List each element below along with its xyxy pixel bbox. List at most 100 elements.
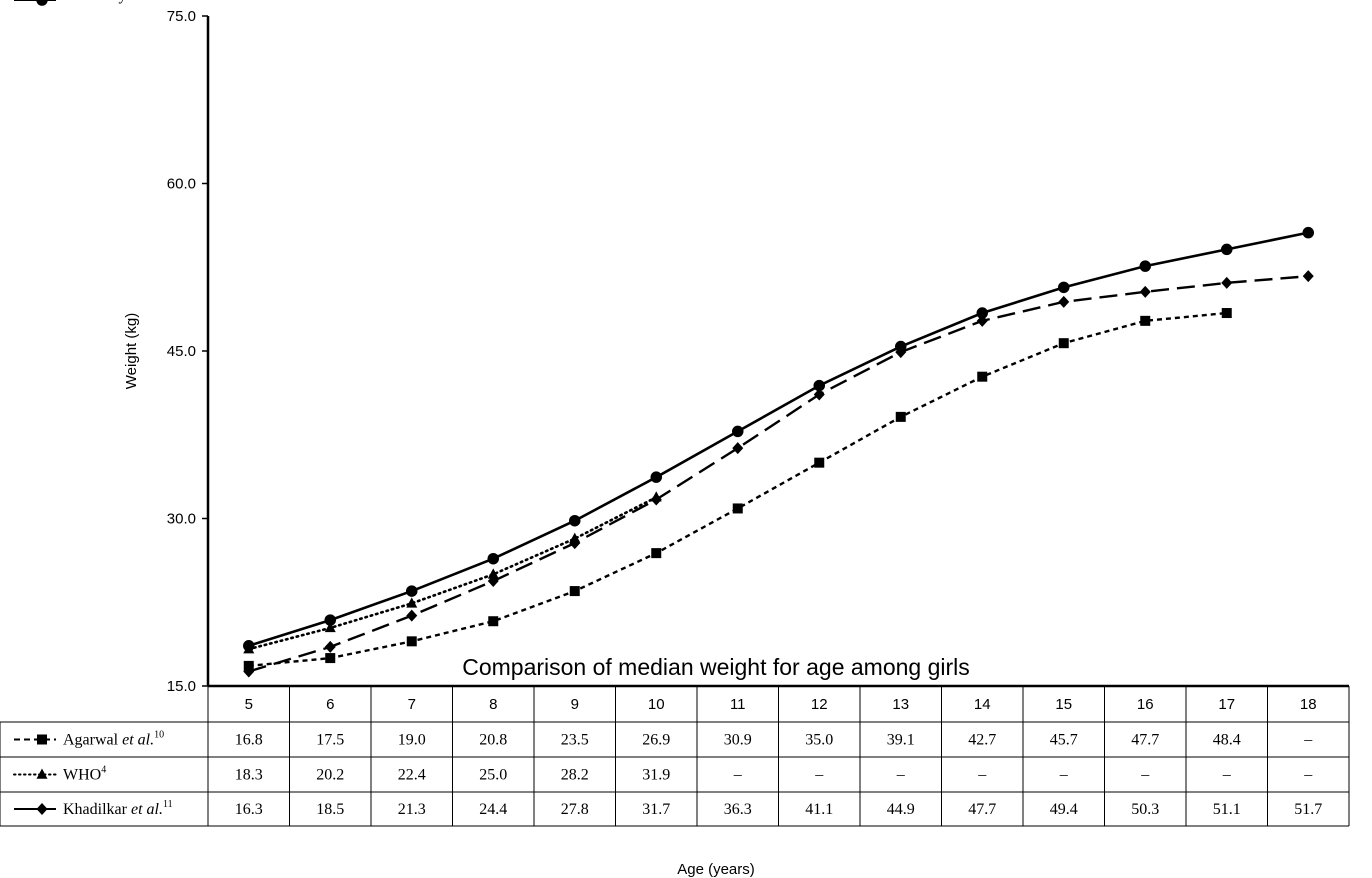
table-cell: 51.1 (1213, 801, 1241, 818)
table-cell: – (733, 767, 743, 784)
table-cell: 37.8 (724, 0, 752, 4)
table-cell: 47.7 (968, 801, 996, 818)
x-tick-label: 8 (489, 696, 497, 713)
x-tick-label: 13 (892, 696, 909, 713)
series-line (248, 274, 1309, 673)
table-cell: 48.4 (968, 0, 996, 4)
table-cell: – (977, 767, 987, 784)
data-point (406, 609, 418, 622)
legend-marker (36, 0, 48, 6)
data-point (651, 548, 662, 559)
legend-marker (36, 768, 48, 779)
table-cell: 18.6 (235, 0, 263, 4)
data-point (488, 616, 499, 627)
data-point (406, 585, 418, 597)
table-cell: 42.7 (968, 732, 996, 749)
table-cell: 50.3 (1131, 801, 1159, 818)
legend-swatch (14, 734, 56, 745)
data-point (1139, 285, 1151, 298)
data-point (1221, 276, 1233, 289)
table-cell: – (1303, 732, 1313, 749)
y-axis-label: Weight (kg) (123, 313, 140, 389)
data-point (324, 621, 336, 633)
table-cell: 26.4 (479, 0, 507, 4)
table-cell: – (1222, 767, 1232, 784)
data-point (569, 514, 581, 527)
table-cell: 35.0 (805, 732, 833, 749)
y-tick-label: 45.0 (167, 343, 196, 360)
table-cell: 18.3 (235, 767, 263, 784)
series-khadilkar (243, 270, 1314, 678)
table-cell: 20.2 (316, 767, 344, 784)
y-tick-label: 30.0 (167, 511, 196, 528)
table-cell: 28.2 (561, 767, 589, 784)
series-our-study (243, 226, 1314, 652)
data-point (732, 503, 743, 514)
data-point (895, 340, 907, 353)
legend-marker (36, 803, 48, 815)
table-cell: 36.3 (724, 801, 752, 818)
table-row: Agarwal et al.10 16.8 17.5 19.0 20.8 23.5 26.9… (14, 730, 1313, 749)
data-point (487, 575, 499, 588)
x-tick-label: 11 (730, 696, 746, 713)
data-point (813, 379, 825, 392)
data-point (650, 471, 662, 483)
table-cell: 41.1 (805, 801, 833, 818)
data-point (895, 411, 906, 422)
data-point (324, 640, 336, 653)
x-tick-label: 15 (1055, 696, 1072, 713)
y-tick-label: 60.0 (167, 176, 196, 193)
data-point (1139, 260, 1151, 272)
table-cell: 45.7 (1050, 732, 1078, 749)
data-point (1221, 308, 1232, 319)
table-cell: 51.7 (1294, 801, 1322, 818)
data-point (977, 371, 988, 382)
table-cell: 21.3 (398, 801, 426, 818)
data-point (1302, 226, 1314, 239)
table-cell: 18.5 (316, 801, 344, 818)
x-tick-label: 9 (571, 696, 579, 713)
legend-marker (37, 734, 47, 745)
data-point (814, 457, 825, 468)
table-cell: 23.5 (398, 0, 426, 4)
data-point (487, 568, 499, 579)
x-axis-label: Age (years) (677, 861, 755, 878)
x-tick-label: 5 (245, 696, 253, 713)
table-cell: 54.1 (1213, 0, 1241, 4)
legend-label: WHO4 (63, 765, 106, 784)
data-point (1221, 243, 1233, 256)
table-cell: 20.8 (479, 732, 507, 749)
series-line (248, 231, 1309, 648)
table-cell: 16.3 (235, 801, 263, 818)
x-tick-label: 6 (326, 696, 334, 713)
table-cell: 41.9 (805, 0, 833, 4)
data-point (732, 442, 744, 455)
table-cell: – (896, 767, 906, 784)
data-point (487, 552, 499, 565)
legend-swatch (14, 0, 56, 6)
data-point (1140, 315, 1151, 326)
table-cell: 50.7 (1050, 0, 1078, 4)
data-point (406, 597, 418, 608)
data-point (976, 307, 988, 319)
table-cell: 20.9 (316, 0, 344, 4)
table-cell: 24.4 (479, 801, 507, 818)
chart-title: Comparison of median weight for age amon… (462, 654, 970, 680)
series-line (247, 495, 658, 651)
legend-label: Our study (63, 0, 127, 4)
legend-swatch (14, 803, 56, 815)
table-cell: 49.4 (1050, 801, 1078, 818)
table-cell: 25.0 (479, 767, 507, 784)
table-row: Khadilkar et al.11 16.3 18.5 21.3 24.4 27.8 31… (14, 799, 1322, 818)
table-cell: 19.0 (398, 732, 426, 749)
table-cell: – (1059, 767, 1069, 784)
series-agarwal (243, 308, 1232, 671)
x-tick-label: 16 (1137, 696, 1154, 713)
data-point (325, 653, 336, 664)
data-point (1058, 295, 1070, 308)
data-table: 5 6 7 8 9 10 11 12 13 14 15 16 17 18 Agarwal et al.10 1… (0, 0, 1350, 827)
table-cell: 55.6 (1294, 0, 1322, 4)
table-cell: 27.8 (561, 801, 589, 818)
table-row: Our study 18.6 20.9 23.5 26.4 29.8 33.7 37.8 41.… (14, 0, 1322, 6)
